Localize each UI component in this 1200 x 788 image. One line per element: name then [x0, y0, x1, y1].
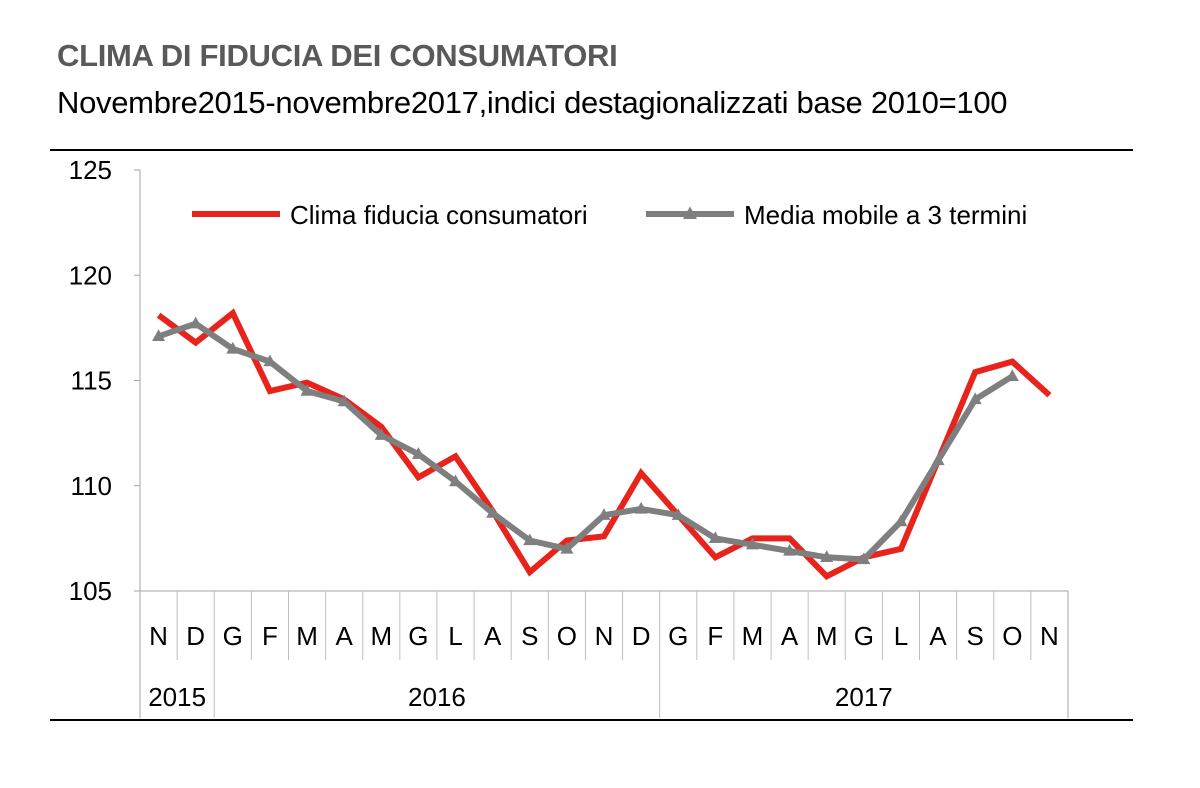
x-tick-label: O: [557, 621, 577, 651]
legend-label-clima-fiducia: Clima fiducia consumatori: [290, 200, 588, 230]
x-tick-label: M: [816, 621, 838, 651]
legend-marker-media-mobile: [683, 206, 697, 220]
media-mobile-point: [486, 506, 500, 518]
media-mobile-point: [523, 533, 537, 546]
x-tick-label: M: [296, 621, 318, 651]
media-mobile-point: [857, 552, 871, 565]
media-mobile-point: [783, 543, 797, 556]
x-tick-label: N: [149, 621, 168, 651]
year-label: 2017: [835, 682, 893, 712]
x-tick-label: A: [929, 621, 947, 651]
x-tick-label: A: [484, 621, 502, 651]
x-tick-label: F: [707, 621, 723, 651]
y-tick-label: 125: [69, 155, 112, 185]
x-tick-label: L: [448, 621, 462, 651]
media-mobile-point: [189, 316, 203, 329]
x-tick-label: D: [186, 621, 205, 651]
y-tick-label: 105: [69, 576, 112, 606]
media-mobile-point: [263, 354, 277, 367]
x-tick-label: N: [1040, 621, 1059, 651]
x-tick-label: L: [894, 621, 908, 651]
year-label: 2016: [408, 682, 466, 712]
x-tick-label: G: [223, 621, 243, 651]
x-tick-label: F: [262, 621, 278, 651]
x-tick-label: S: [967, 621, 984, 651]
x-tick-label: S: [521, 621, 538, 651]
media-mobile-point: [337, 394, 351, 407]
media-mobile-point: [894, 514, 908, 527]
x-tick-label: M: [742, 621, 764, 651]
x-tick-label: A: [335, 621, 353, 651]
y-tick-label: 120: [69, 260, 112, 290]
series-line-clima-fiducia: [156, 308, 1052, 580]
media-mobile-point: [597, 508, 611, 520]
x-tick-label: M: [370, 621, 392, 651]
media-mobile-point: [374, 428, 388, 440]
y-tick-label: 110: [71, 471, 112, 501]
media-mobile-point: [152, 329, 166, 341]
media-mobile-point: [226, 341, 240, 354]
media-mobile-point: [1005, 369, 1019, 381]
x-tick-label: A: [781, 621, 799, 651]
legend-label-media-mobile: Media mobile a 3 termini: [744, 200, 1027, 230]
media-mobile-point: [411, 447, 425, 459]
media-mobile-point: [931, 453, 945, 466]
media-mobile-point: [968, 392, 982, 405]
x-tick-label: G: [854, 621, 874, 651]
media-mobile-point: [820, 550, 834, 562]
chart-title: CLIMA DI FIDUCIA DEI CONSUMATORI: [57, 38, 618, 73]
y-tick-label: 115: [71, 366, 112, 396]
x-tick-label: N: [595, 621, 614, 651]
media-mobile-point: [449, 474, 463, 487]
x-tick-label: D: [632, 621, 651, 651]
media-mobile-point: [560, 541, 574, 554]
media-mobile-point: [745, 537, 759, 550]
series-line-media-mobile: [157, 320, 1014, 563]
x-tick-label: G: [408, 621, 428, 651]
media-mobile-point: [634, 501, 648, 514]
year-label: 2015: [148, 682, 206, 712]
x-tick-label: G: [668, 621, 688, 651]
chart-subtitle: Novembre2015-novembre2017,indici destagi…: [57, 85, 1008, 120]
x-tick-label: O: [1002, 621, 1022, 651]
media-mobile-point: [671, 508, 685, 520]
media-mobile-point: [300, 384, 314, 396]
media-mobile-point: [708, 531, 722, 544]
